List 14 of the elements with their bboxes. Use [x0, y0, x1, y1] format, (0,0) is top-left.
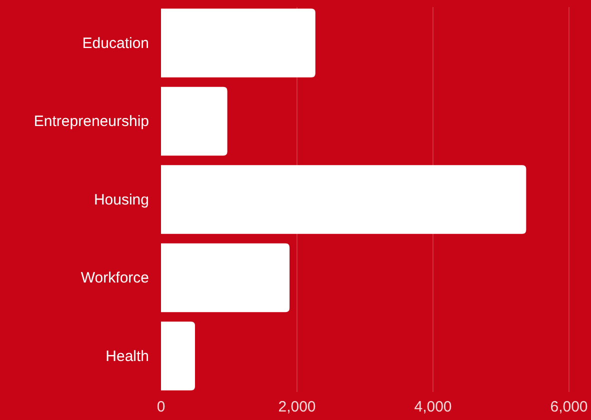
x-tick-label: 4,000	[414, 398, 452, 416]
bar	[161, 243, 290, 312]
y-tick-label: Housing	[94, 191, 149, 208]
y-tick-label: Education	[82, 34, 149, 52]
y-tick-label: Entrepreneurship	[34, 113, 149, 130]
x-tick-label: 2,000	[278, 398, 316, 416]
bar	[161, 165, 526, 234]
bar	[161, 86, 228, 156]
bar	[161, 322, 195, 390]
y-tick-label: Health	[106, 348, 149, 365]
bar	[161, 8, 316, 78]
x-tick-label: 0	[156, 398, 166, 416]
y-tick-label: Workforce	[80, 270, 149, 287]
x-tick-label: 6,000	[550, 398, 588, 416]
